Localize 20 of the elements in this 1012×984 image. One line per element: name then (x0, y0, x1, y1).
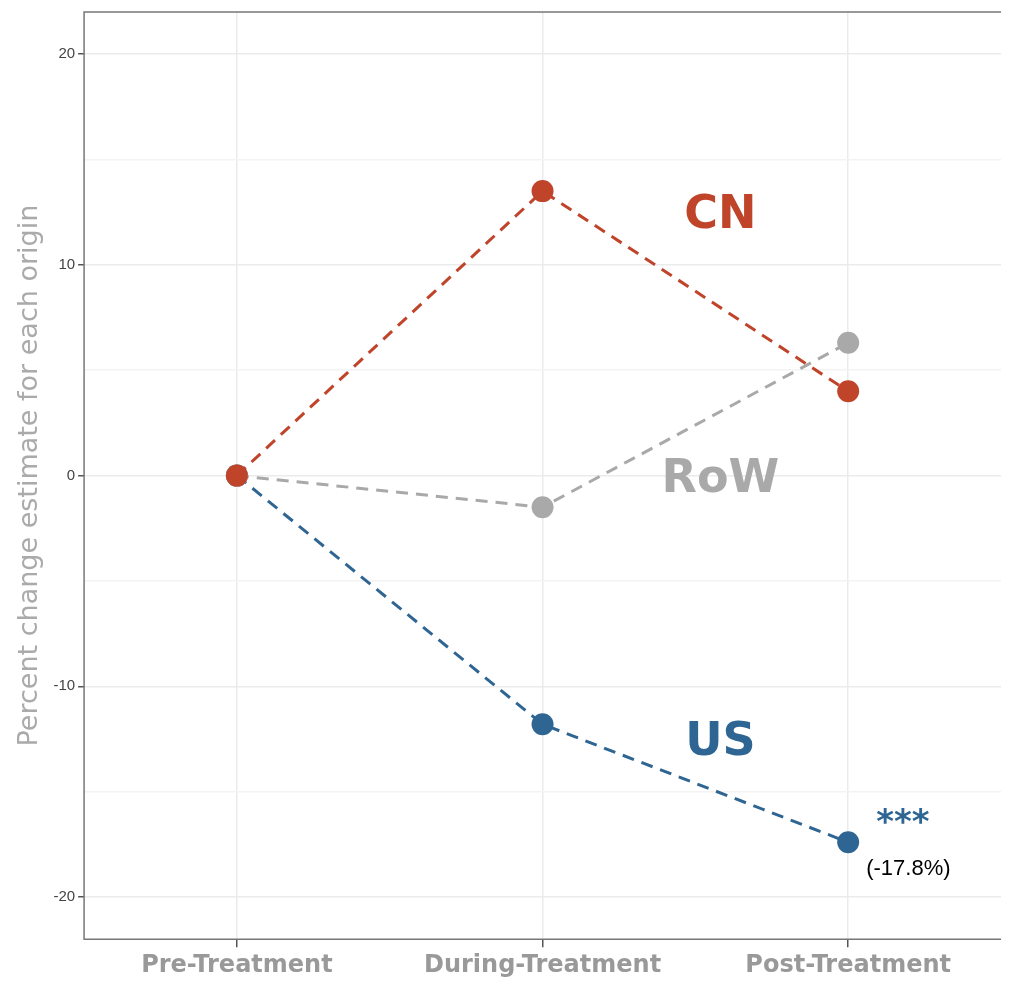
y-tick-label: -20 (53, 887, 76, 905)
y-tick-label: 10 (58, 255, 76, 273)
annotation: (-17.8%) (866, 855, 951, 881)
x-tick-label: During-Treatment (423, 949, 662, 978)
point (837, 380, 860, 403)
x-tick-label: Post-Treatment (745, 949, 951, 978)
x-tick-label: Pre-Treatment (141, 949, 333, 978)
point (837, 831, 860, 854)
series-label: US (685, 712, 756, 767)
point (837, 331, 860, 354)
y-axis-title: Percent change estimate for each origin (12, 204, 44, 747)
point (531, 180, 554, 203)
y-tick-label: -10 (53, 676, 76, 694)
series-label: CN (684, 185, 757, 240)
series-label: RoW (661, 448, 780, 503)
point (531, 713, 554, 736)
y-tick-label: 0 (66, 465, 76, 483)
annotation: *** (876, 801, 930, 842)
y-tick-label: 20 (58, 44, 76, 62)
point (531, 496, 554, 519)
